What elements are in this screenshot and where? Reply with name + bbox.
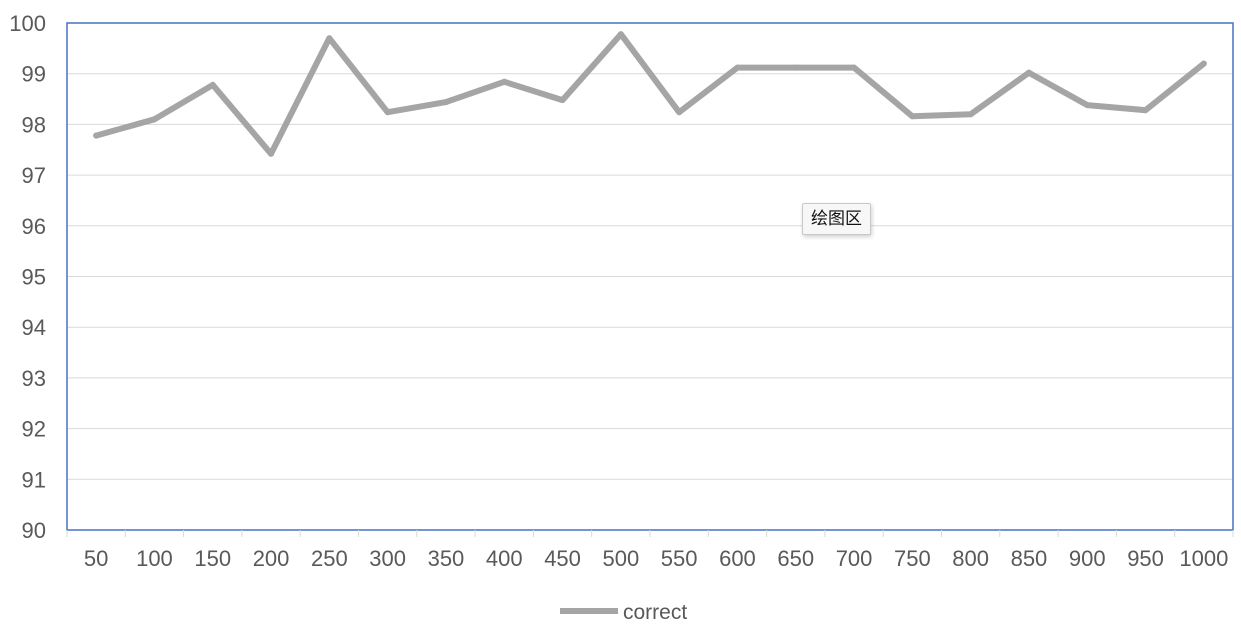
x-tick-label: 550 bbox=[661, 546, 698, 571]
x-tick-label: 600 bbox=[719, 546, 756, 571]
y-tick-label: 96 bbox=[22, 214, 46, 239]
x-tick-label: 100 bbox=[136, 546, 173, 571]
y-tick-label: 100 bbox=[9, 11, 46, 36]
data-point bbox=[792, 64, 799, 71]
x-tick-label: 950 bbox=[1127, 546, 1164, 571]
x-tick-label: 250 bbox=[311, 546, 348, 571]
data-point bbox=[676, 109, 683, 116]
x-tick-label: 450 bbox=[544, 546, 581, 571]
y-tick-label: 93 bbox=[22, 366, 46, 391]
data-point bbox=[559, 97, 566, 104]
x-tick-label: 400 bbox=[486, 546, 523, 571]
legend[interactable]: correct bbox=[560, 601, 687, 624]
x-tick-label: 1000 bbox=[1179, 546, 1228, 571]
legend-label-correct: correct bbox=[623, 601, 687, 624]
y-tick-label: 90 bbox=[22, 518, 46, 543]
x-tick-label: 850 bbox=[1011, 546, 1048, 571]
y-tick-label: 95 bbox=[22, 265, 46, 290]
axes bbox=[66, 22, 1234, 537]
data-point bbox=[93, 132, 100, 139]
x-tick-label: 700 bbox=[836, 546, 873, 571]
x-tick-label: 300 bbox=[369, 546, 406, 571]
data-point bbox=[151, 116, 158, 123]
x-tick-label: 650 bbox=[777, 546, 814, 571]
x-tick-labels: 50 100 150 200 250 300 350 400 450 500 550 600 650 70… bbox=[84, 546, 1228, 571]
plot-area-tooltip: 绘图区 bbox=[802, 203, 871, 235]
data-point bbox=[1142, 107, 1149, 114]
y-tick-label: 94 bbox=[22, 315, 46, 340]
data-point bbox=[1084, 102, 1091, 109]
x-tick-label: 500 bbox=[602, 546, 639, 571]
y-tick-label: 99 bbox=[22, 62, 46, 87]
data-point bbox=[326, 35, 333, 42]
data-point bbox=[1025, 69, 1032, 76]
y-tick-label: 98 bbox=[22, 112, 46, 137]
data-point bbox=[209, 81, 216, 88]
x-tick-label: 50 bbox=[84, 546, 108, 571]
x-tick-label: 350 bbox=[428, 546, 465, 571]
data-point bbox=[1200, 60, 1207, 67]
series-line-correct bbox=[93, 31, 1207, 157]
y-tick-label: 91 bbox=[22, 467, 46, 492]
data-point bbox=[384, 109, 391, 116]
x-tick-label: 200 bbox=[253, 546, 290, 571]
data-point bbox=[967, 111, 974, 118]
data-point bbox=[501, 78, 508, 85]
data-point bbox=[268, 150, 275, 157]
x-tick-label: 800 bbox=[952, 546, 989, 571]
gridlines bbox=[67, 73, 1233, 480]
x-tick-label: 750 bbox=[894, 546, 931, 571]
y-tick-labels: 90 91 92 93 94 95 96 97 98 99 100 bbox=[9, 11, 46, 543]
data-point bbox=[734, 64, 741, 71]
data-point bbox=[442, 99, 449, 106]
y-tick-label: 92 bbox=[22, 417, 46, 442]
y-tick-label: 97 bbox=[22, 163, 46, 188]
x-tick-label: 150 bbox=[194, 546, 231, 571]
data-point bbox=[909, 113, 916, 120]
x-tick-label: 900 bbox=[1069, 546, 1106, 571]
series-layer bbox=[93, 31, 1207, 157]
data-point bbox=[617, 31, 624, 38]
data-point bbox=[851, 64, 858, 71]
